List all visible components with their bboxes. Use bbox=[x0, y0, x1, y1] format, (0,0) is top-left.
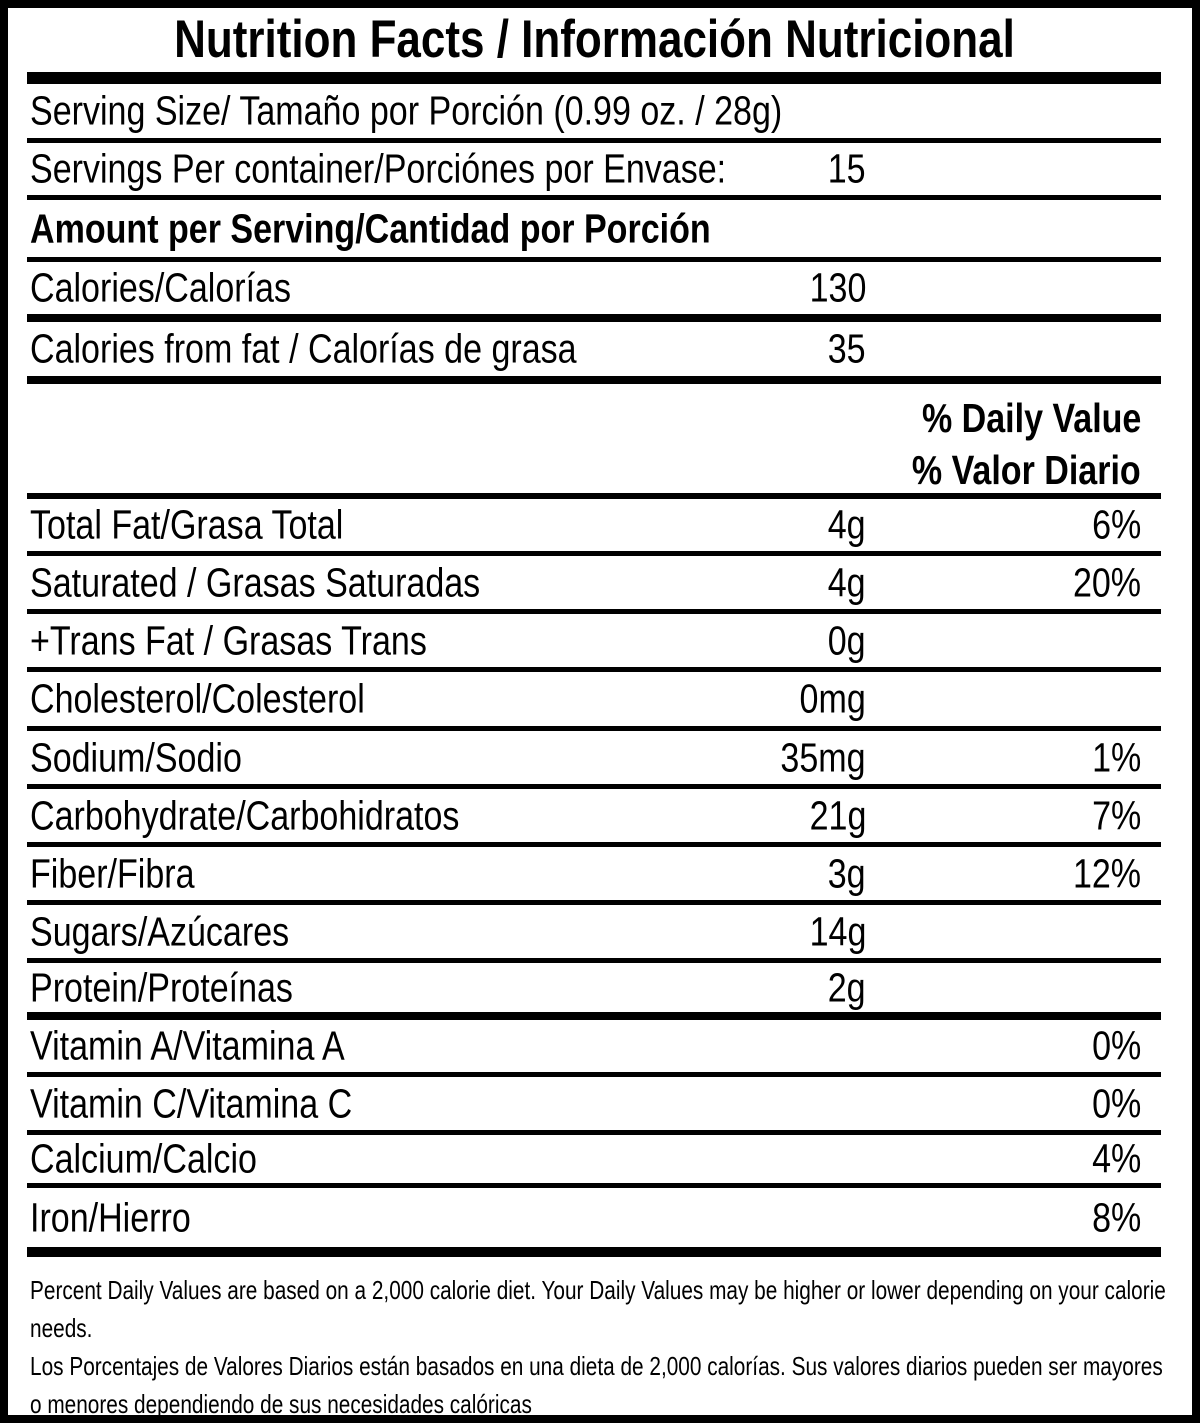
nutrient-label: Cholesterol/Colesterol bbox=[30, 675, 365, 722]
nutrient-label: Vitamin C/Vitamina C bbox=[30, 1080, 353, 1126]
nutrient-label: Saturated / Grasas Saturadas bbox=[30, 559, 481, 605]
nutrient-dv: 1% bbox=[1091, 734, 1141, 780]
nutrient-row-total-fat: Total Fat/Grasa Total 4g 6% bbox=[27, 499, 1161, 556]
nutrient-row-trans-fat: +Trans Fat / Grasas Trans 0g bbox=[27, 614, 1161, 672]
nutrient-row-protein: Protein/Proteínas 2g bbox=[27, 963, 1161, 1020]
nutrient-amount: 14g bbox=[809, 908, 866, 954]
servings-per-container-row: Servings Per container/Porciónes por Env… bbox=[27, 143, 1161, 200]
daily-value-header: % Daily Value % Valor Diario bbox=[27, 384, 1161, 499]
nutrient-dv: 20% bbox=[1072, 559, 1141, 605]
label-body: Nutrition Facts / Información Nutriciona… bbox=[8, 8, 1192, 1415]
calories-from-fat-value: 35 bbox=[828, 325, 866, 372]
nutrient-label: Calcium/Calcio bbox=[30, 1135, 257, 1182]
servings-per-container-label: Servings Per container/Porciónes por Env… bbox=[30, 145, 727, 192]
daily-value-header-es-text: % Valor Diario bbox=[912, 447, 1141, 493]
serving-size-label: Serving Size/ Tamaño por Porción (0.99 o… bbox=[30, 87, 783, 134]
nutrient-amount: 4g bbox=[828, 501, 866, 548]
nutrient-dv: 0% bbox=[1091, 1080, 1141, 1126]
nutrient-amount: 2g bbox=[828, 964, 866, 1010]
nutrient-row-sodium: Sodium/Sodio 35mg 1% bbox=[27, 731, 1161, 789]
nutrient-amount: 0g bbox=[828, 617, 866, 663]
nutrient-row-vitamin-a: Vitamin A/Vitamina A 0% bbox=[27, 1020, 1161, 1077]
nutrient-dv: 0% bbox=[1091, 1022, 1141, 1069]
label-title: Nutrition Facts / Información Nutriciona… bbox=[173, 10, 1015, 69]
nutrient-dv: 7% bbox=[1091, 792, 1141, 838]
nutrient-label: Sodium/Sodio bbox=[30, 734, 242, 780]
nutrient-dv: 12% bbox=[1072, 850, 1141, 896]
nutrient-dv: 6% bbox=[1091, 501, 1141, 548]
nutrient-row-saturated-fat: Saturated / Grasas Saturadas 4g 20% bbox=[27, 556, 1161, 614]
calories-from-fat-label: Calories from fat / Calorías de grasa bbox=[30, 325, 577, 372]
nutrient-row-fiber: Fiber/Fibra 3g 12% bbox=[27, 847, 1161, 905]
serving-size-row: Serving Size/ Tamaño por Porción (0.99 o… bbox=[27, 84, 1161, 143]
amount-per-serving-header: Amount per Serving/Cantidad por Porción bbox=[27, 200, 1161, 262]
daily-value-header-en-text: % Daily Value bbox=[921, 395, 1141, 441]
servings-per-container-value: 15 bbox=[828, 145, 866, 192]
title-band: Nutrition Facts / Información Nutriciona… bbox=[27, 8, 1161, 84]
nutrient-label: Carbohydrate/Carbohidratos bbox=[30, 792, 460, 838]
nutrient-label: Sugars/Azúcares bbox=[30, 908, 290, 954]
footnote-es: Los Porcentajes de Valores Diarios están… bbox=[30, 1351, 1163, 1419]
footnote: Percent Daily Values are based on a 2,00… bbox=[27, 1257, 1166, 1415]
calories-row: Calories/Calorías 130 bbox=[27, 262, 1161, 322]
calories-label: Calories/Calorías bbox=[30, 264, 291, 311]
nutrient-label: Protein/Proteínas bbox=[30, 964, 293, 1010]
nutrient-amount: 21g bbox=[809, 792, 866, 838]
amount-per-serving-label: Amount per Serving/Cantidad por Porción bbox=[30, 205, 711, 251]
nutrient-dv: 8% bbox=[1091, 1194, 1141, 1240]
calories-value: 130 bbox=[809, 264, 866, 311]
nutrient-label: Total Fat/Grasa Total bbox=[30, 501, 344, 548]
nutrient-label: Vitamin A/Vitamina A bbox=[30, 1022, 345, 1069]
footnote-en: Percent Daily Values are based on a 2,00… bbox=[30, 1275, 1166, 1343]
daily-value-header-en: % Daily Value bbox=[27, 392, 1161, 444]
nutrient-row-vitamin-c: Vitamin C/Vitamina C 0% bbox=[27, 1077, 1161, 1135]
calories-from-fat-row: Calories from fat / Calorías de grasa 35 bbox=[27, 322, 1161, 384]
nutrient-label: +Trans Fat / Grasas Trans bbox=[30, 617, 427, 663]
nutrient-row-calcium: Calcium/Calcio 4% bbox=[27, 1135, 1161, 1188]
nutrient-amount: 4g bbox=[828, 559, 866, 605]
nutrient-row-sugars: Sugars/Azúcares 14g bbox=[27, 905, 1161, 963]
nutrient-row-carbohydrate: Carbohydrate/Carbohidratos 21g 7% bbox=[27, 789, 1161, 847]
nutrient-row-cholesterol: Cholesterol/Colesterol 0mg bbox=[27, 672, 1161, 731]
nutrient-row-iron: Iron/Hierro 8% bbox=[27, 1188, 1161, 1257]
nutrient-amount: 0mg bbox=[799, 675, 866, 722]
nutrient-dv: 4% bbox=[1091, 1135, 1141, 1182]
nutrient-label: Fiber/Fibra bbox=[30, 850, 195, 896]
nutrient-label: Iron/Hierro bbox=[30, 1194, 191, 1240]
daily-value-header-es: % Valor Diario bbox=[27, 444, 1161, 496]
nutrient-amount: 35mg bbox=[780, 734, 866, 780]
nutrient-amount: 3g bbox=[828, 850, 866, 896]
